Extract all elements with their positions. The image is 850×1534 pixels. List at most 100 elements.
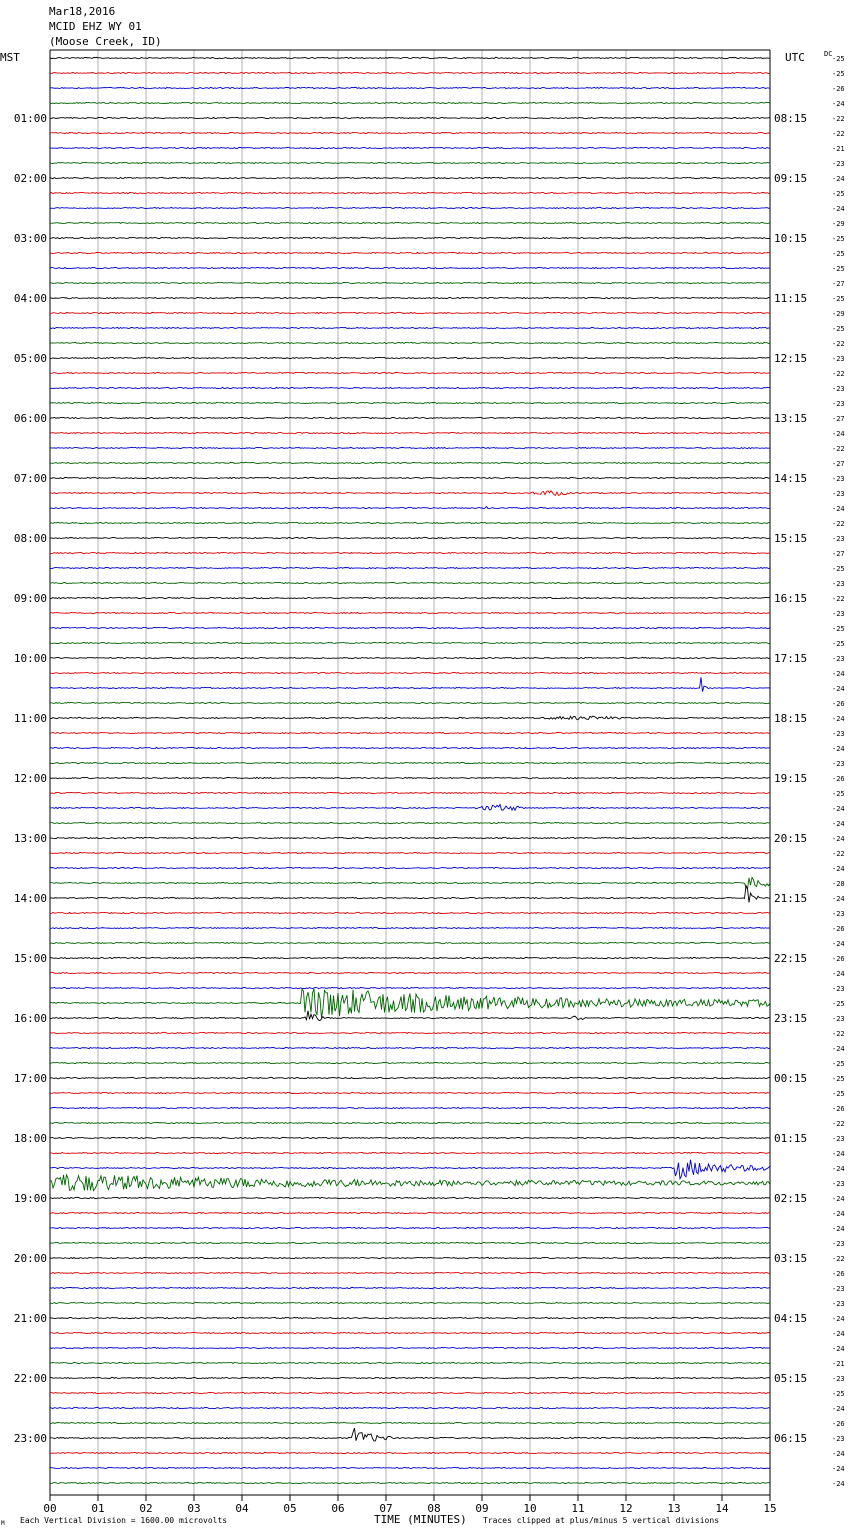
utc-hour-label: 18:15 bbox=[774, 712, 807, 725]
mst-hour-label: 19:00 bbox=[14, 1192, 47, 1205]
dc-offset-label: -24 bbox=[832, 1150, 845, 1158]
dc-offset-label: -24 bbox=[832, 1315, 845, 1323]
mst-hour-label: 02:00 bbox=[14, 172, 47, 185]
seismic-trace bbox=[49, 1466, 771, 1470]
utc-hour-label: 09:15 bbox=[774, 172, 807, 185]
dc-offset-label: -26 bbox=[832, 1270, 845, 1278]
seismic-trace bbox=[49, 776, 771, 780]
mst-hour-label: 08:00 bbox=[14, 532, 47, 545]
dc-offset-label: -23 bbox=[832, 1300, 845, 1308]
mst-hour-label: 12:00 bbox=[14, 772, 47, 785]
corner-mark: M bbox=[1, 1520, 5, 1527]
mst-hour-label: 16:00 bbox=[14, 1012, 47, 1025]
date-label: Mar18,2016 bbox=[49, 5, 116, 18]
seismic-trace bbox=[49, 461, 771, 465]
dc-offset-label: -25 bbox=[832, 565, 845, 573]
utc-axis-label: UTC bbox=[785, 51, 805, 64]
mst-hour-label: 09:00 bbox=[14, 592, 47, 605]
dc-offset-label: -29 bbox=[832, 220, 845, 228]
dc-offset-label: -24 bbox=[832, 715, 845, 723]
dc-offset-label: -22 bbox=[832, 520, 845, 528]
seismic-trace bbox=[49, 803, 771, 812]
dc-offset-label: -24 bbox=[832, 835, 845, 843]
seismic-trace bbox=[49, 1451, 771, 1455]
dc-offset-label: -25 bbox=[832, 250, 845, 258]
x-tick-label: 06 bbox=[331, 1502, 344, 1515]
seismic-trace bbox=[49, 1010, 771, 1022]
x-tick-label: 01 bbox=[91, 1502, 104, 1515]
dc-offset-label: -24 bbox=[832, 1330, 845, 1338]
dc-offset-label: -25 bbox=[832, 1390, 845, 1398]
seismic-trace bbox=[49, 401, 771, 405]
dc-offset-label: -25 bbox=[832, 625, 845, 633]
seismic-trace bbox=[49, 161, 770, 165]
seismic-trace bbox=[49, 101, 771, 105]
dc-offset-label: -23 bbox=[832, 910, 845, 918]
seismic-trace bbox=[49, 1159, 771, 1181]
dc-offset-label: -22 bbox=[832, 340, 845, 348]
dc-offset-label: -26 bbox=[832, 700, 845, 708]
dc-offset-label: -24 bbox=[832, 1195, 845, 1203]
dc-offset-label: -24 bbox=[832, 100, 845, 108]
dc-offset-label: -29 bbox=[832, 310, 845, 318]
mst-hour-label: 13:00 bbox=[14, 832, 47, 845]
seismic-trace bbox=[49, 56, 771, 60]
seismic-trace bbox=[49, 971, 771, 975]
mst-axis-label: MST bbox=[0, 51, 20, 64]
utc-hour-label: 01:15 bbox=[774, 1132, 807, 1145]
dc-offset-label: -22 bbox=[832, 115, 845, 123]
x-tick-label: 05 bbox=[283, 1502, 296, 1515]
utc-hour-label: 02:15 bbox=[774, 1192, 807, 1205]
dc-offset-label: -25 bbox=[832, 1000, 845, 1008]
dc-offset-label: -23 bbox=[832, 1285, 845, 1293]
seismic-trace bbox=[49, 956, 771, 960]
dc-offset-label: -24 bbox=[832, 1045, 845, 1053]
dc-offset-label: -24 bbox=[832, 895, 845, 903]
x-tick-label: 10 bbox=[523, 1502, 536, 1515]
dc-offset-label: -25 bbox=[832, 55, 845, 63]
utc-hour-label: 06:15 bbox=[774, 1432, 807, 1445]
utc-hour-label: 08:15 bbox=[774, 112, 807, 125]
x-tick-label: 02 bbox=[139, 1502, 152, 1515]
dc-offset-label: -23 bbox=[832, 1240, 845, 1248]
dc-offset-label: -24 bbox=[832, 1345, 845, 1353]
seismic-trace bbox=[49, 1076, 771, 1080]
clip-note: Traces clipped at plus/minus 5 vertical … bbox=[483, 1516, 719, 1525]
x-tick-label: 00 bbox=[43, 1502, 56, 1515]
seismic-trace bbox=[49, 1406, 771, 1410]
mst-hour-label: 05:00 bbox=[14, 352, 47, 365]
mst-hour-label: 18:00 bbox=[14, 1132, 47, 1145]
dc-offset-label: -23 bbox=[832, 730, 845, 738]
seismic-trace bbox=[49, 911, 771, 915]
seismic-trace bbox=[49, 641, 771, 645]
dc-offset-label: -24 bbox=[832, 430, 845, 438]
dc-offset-label: -23 bbox=[832, 1180, 845, 1188]
seismic-trace bbox=[49, 236, 771, 240]
dc-offset-label: -26 bbox=[832, 925, 845, 933]
trace-group bbox=[49, 56, 771, 1485]
dc-offset-label: -25 bbox=[832, 1075, 845, 1083]
dc-offset-label: -21 bbox=[832, 1360, 845, 1368]
utc-hour-label: 22:15 bbox=[774, 952, 807, 965]
dc-offset-label: -24 bbox=[832, 670, 845, 678]
dc-offset-label: -27 bbox=[832, 280, 845, 288]
seismic-trace bbox=[49, 490, 771, 496]
dc-offset-label: -25 bbox=[832, 1090, 845, 1098]
dc-offset-label: -22 bbox=[832, 370, 845, 378]
seismic-trace bbox=[49, 1211, 771, 1215]
utc-hour-label: 03:15 bbox=[774, 1252, 807, 1265]
dc-offset-label: -24 bbox=[832, 1480, 845, 1488]
dc-offset-label: -25 bbox=[832, 265, 845, 273]
seismic-trace bbox=[49, 581, 771, 585]
seismic-trace bbox=[49, 1121, 771, 1125]
x-tick-label: 13 bbox=[667, 1502, 680, 1515]
dc-offset-label: -23 bbox=[832, 400, 845, 408]
seismic-trace bbox=[49, 1316, 771, 1320]
utc-hour-label: 04:15 bbox=[774, 1312, 807, 1325]
seismic-trace bbox=[49, 851, 771, 855]
x-tick-label: 12 bbox=[619, 1502, 632, 1515]
dc-offset-label: -23 bbox=[832, 1435, 845, 1443]
mst-hour-label: 23:00 bbox=[14, 1432, 47, 1445]
x-tick-label: 07 bbox=[379, 1502, 392, 1515]
seismic-trace bbox=[49, 326, 771, 330]
